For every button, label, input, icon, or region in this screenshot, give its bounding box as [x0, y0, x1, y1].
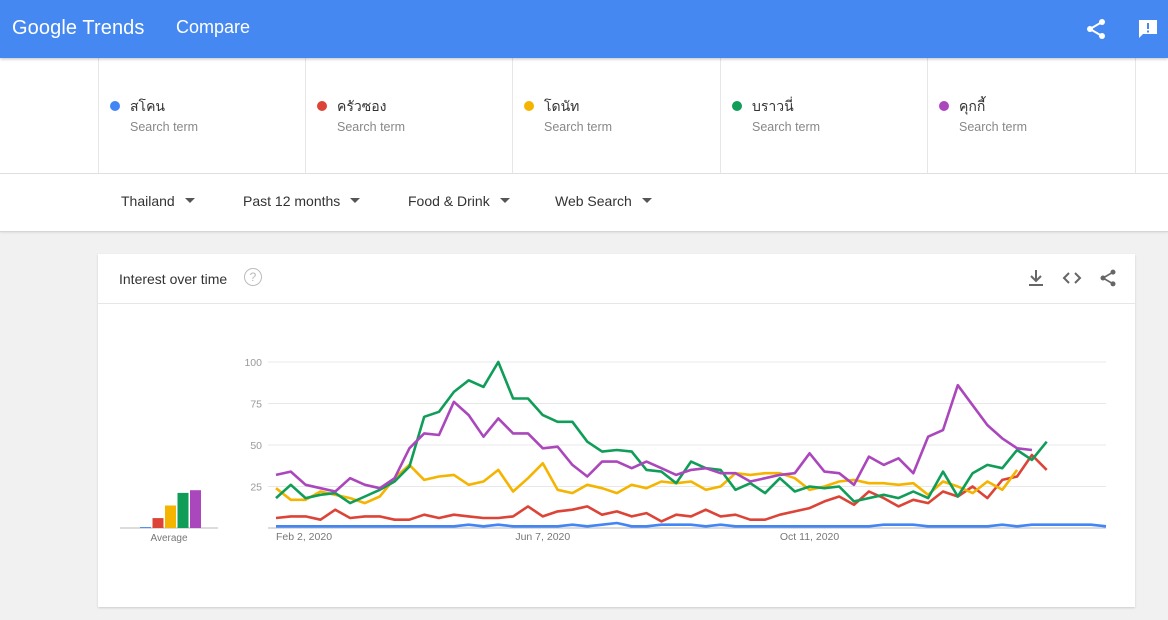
- term-name[interactable]: คุกกี้: [959, 98, 986, 114]
- google-trends-logo[interactable]: Google Trends: [12, 17, 145, 40]
- term-color-dot: [317, 101, 327, 111]
- category-dropdown[interactable]: Food & Drink: [408, 193, 510, 209]
- term-card-brownie[interactable]: บราวนี่ Search term: [720, 58, 928, 173]
- average-bar: [152, 518, 164, 528]
- y-tick-label: 100: [244, 357, 262, 369]
- search-type-value: Web Search: [555, 193, 632, 209]
- x-tick-label: Oct 11, 2020: [780, 531, 840, 543]
- term-card-cookie[interactable]: คุกกี้ Search term: [927, 58, 1136, 173]
- caret-down-icon: [350, 197, 361, 203]
- term-type-label: Search term: [130, 120, 199, 134]
- term-type-label: Search term: [337, 120, 406, 134]
- series-line: [275, 360, 1048, 505]
- x-tick-label: Feb 2, 2020: [276, 531, 332, 543]
- average-bar: [165, 505, 176, 528]
- term-color-dot: [732, 101, 742, 111]
- average-bar: [140, 527, 151, 528]
- series-line: [276, 521, 1107, 528]
- y-tick-label: 25: [250, 482, 262, 494]
- average-bar: [190, 490, 201, 528]
- embed-icon[interactable]: [1062, 268, 1082, 288]
- filters-bar: Thailand Past 12 months Food & Drink Web…: [0, 174, 1168, 232]
- term-color-dot: [939, 101, 949, 111]
- caret-down-icon: [641, 197, 652, 203]
- share-icon[interactable]: [1084, 17, 1108, 41]
- term-card-donut[interactable]: โดนัท Search term: [512, 58, 720, 173]
- y-tick-label: 50: [250, 440, 262, 452]
- y-tick-label: 75: [250, 399, 262, 411]
- interest-chart[interactable]: 25 50 75 100 Feb 2, 2020 Jun 7, 2020 Oct 11, 2…: [98, 304, 1135, 607]
- help-icon[interactable]: ?: [244, 268, 262, 286]
- term-name[interactable]: บราวนี่: [752, 98, 794, 114]
- period-value: Past 12 months: [243, 193, 341, 209]
- term-card-croissant[interactable]: ครัวซอง Search term: [305, 58, 513, 173]
- feedback-icon[interactable]: [1136, 17, 1160, 41]
- term-color-dot: [524, 101, 534, 111]
- search-type-dropdown[interactable]: Web Search: [555, 193, 652, 209]
- term-name[interactable]: โดนัท: [544, 98, 580, 114]
- search-terms-bar: สโคน Search term ครัวซอง Search term โดน…: [0, 58, 1168, 174]
- series-line: [275, 453, 1048, 523]
- term-type-label: Search term: [544, 120, 613, 134]
- region-value: Thailand: [121, 193, 175, 209]
- interest-over-time-card: Interest over time ? 25 50 75 100 Feb 2, 202…: [98, 254, 1135, 607]
- x-tick-label: Jun 7, 2020: [515, 531, 570, 543]
- average-label: Average: [150, 533, 188, 544]
- term-name[interactable]: ครัวซอง: [337, 98, 387, 114]
- caret-down-icon: [184, 197, 195, 203]
- term-type-label: Search term: [752, 120, 821, 134]
- term-name[interactable]: สโคน: [130, 98, 165, 114]
- term-color-dot: [110, 101, 120, 111]
- share-icon[interactable]: [1098, 268, 1118, 288]
- series-line: [275, 383, 1033, 493]
- region-dropdown[interactable]: Thailand: [121, 193, 195, 209]
- card-title: Interest over time: [119, 271, 228, 287]
- term-card-scone[interactable]: สโคน Search term: [98, 58, 306, 173]
- top-bar: Google Trends Compare: [0, 0, 1168, 58]
- average-bar: [177, 492, 189, 528]
- term-type-label: Search term: [959, 120, 1028, 134]
- period-dropdown[interactable]: Past 12 months: [243, 193, 361, 209]
- card-header: Interest over time ?: [98, 254, 1135, 304]
- category-value: Food & Drink: [408, 193, 490, 209]
- logo-text: Google Trends: [12, 17, 145, 39]
- series-line: [275, 462, 1019, 505]
- caret-down-icon: [499, 197, 510, 203]
- page-title: Compare: [176, 17, 251, 37]
- download-icon[interactable]: [1026, 268, 1046, 288]
